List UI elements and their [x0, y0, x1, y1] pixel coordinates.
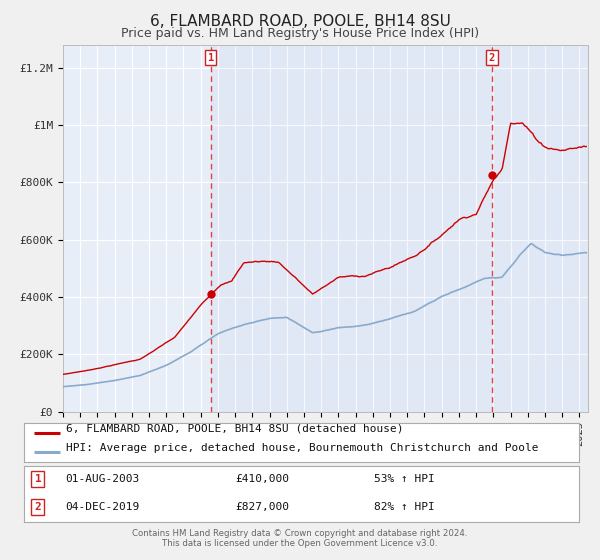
Bar: [211, 45, 588, 412]
Text: Contains HM Land Registry data © Crown copyright and database right 2024.: Contains HM Land Registry data © Crown c…: [132, 529, 468, 538]
Text: This data is licensed under the Open Government Licence v3.0.: This data is licensed under the Open Gov…: [163, 539, 437, 548]
Text: HPI: Average price, detached house, Bournemouth Christchurch and Poole: HPI: Average price, detached house, Bour…: [65, 443, 538, 453]
Text: 2: 2: [35, 502, 41, 512]
Text: 04-DEC-2019: 04-DEC-2019: [65, 502, 140, 512]
Text: £827,000: £827,000: [235, 502, 289, 512]
Text: 53% ↑ HPI: 53% ↑ HPI: [374, 474, 434, 484]
Text: 01-AUG-2003: 01-AUG-2003: [65, 474, 140, 484]
Text: 6, FLAMBARD ROAD, POOLE, BH14 8SU (detached house): 6, FLAMBARD ROAD, POOLE, BH14 8SU (detac…: [65, 423, 403, 433]
Text: Price paid vs. HM Land Registry's House Price Index (HPI): Price paid vs. HM Land Registry's House …: [121, 27, 479, 40]
Text: 1: 1: [35, 474, 41, 484]
Text: 6, FLAMBARD ROAD, POOLE, BH14 8SU: 6, FLAMBARD ROAD, POOLE, BH14 8SU: [149, 14, 451, 29]
Text: 2: 2: [489, 53, 495, 63]
Text: 1: 1: [208, 53, 214, 63]
Text: 82% ↑ HPI: 82% ↑ HPI: [374, 502, 434, 512]
Text: £410,000: £410,000: [235, 474, 289, 484]
